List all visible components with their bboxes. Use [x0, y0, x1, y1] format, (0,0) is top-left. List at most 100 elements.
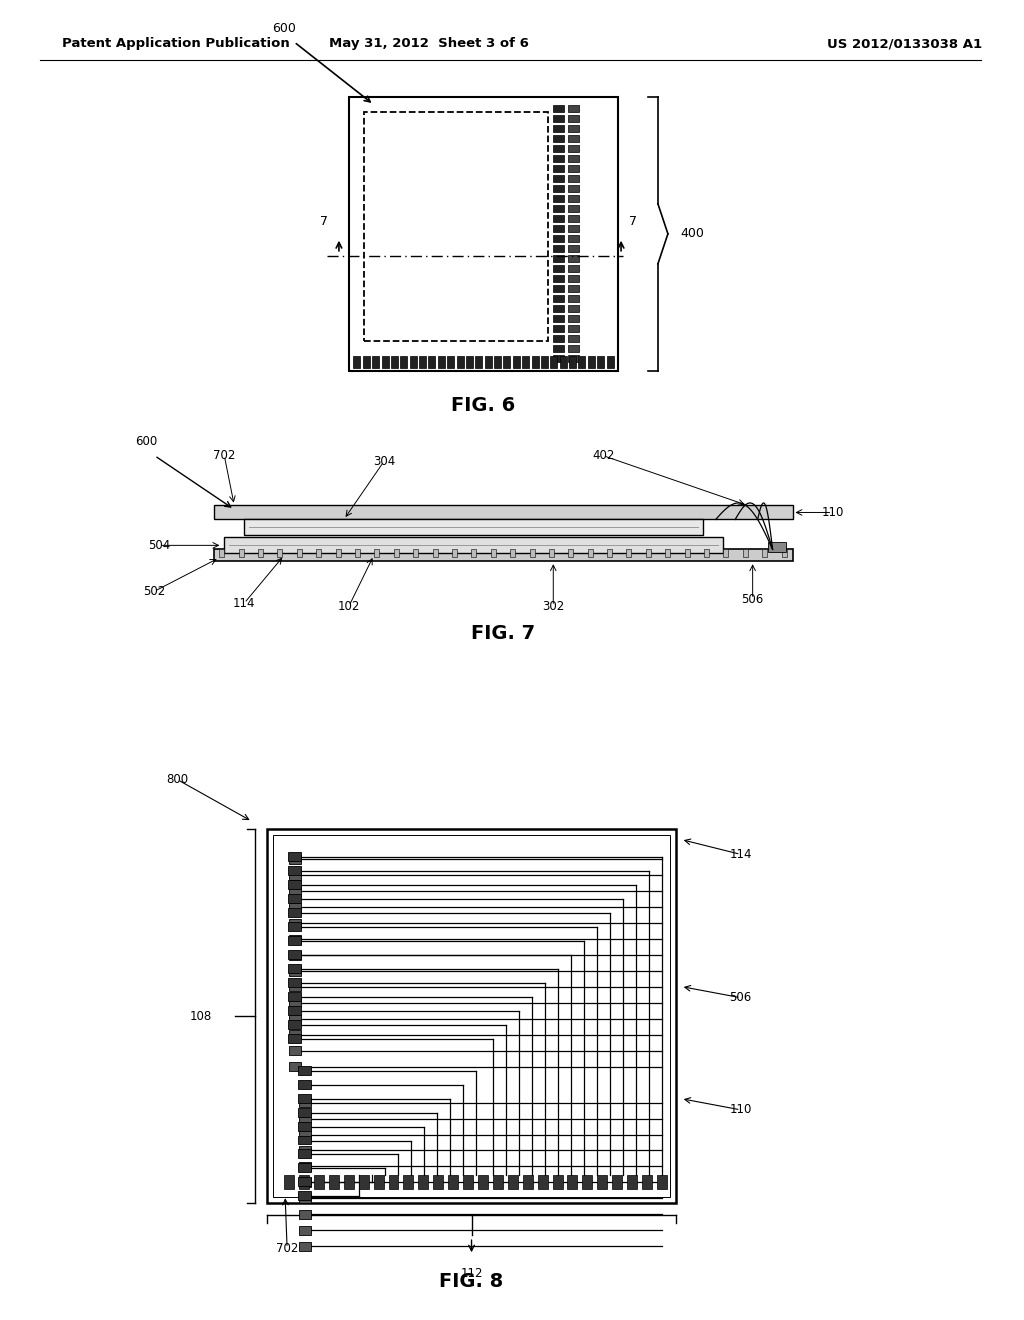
- Text: 110: 110: [821, 506, 844, 519]
- Bar: [475, 356, 482, 368]
- Bar: [289, 919, 301, 928]
- Bar: [612, 1175, 623, 1189]
- Bar: [568, 115, 580, 123]
- Bar: [762, 549, 767, 557]
- Text: 400: 400: [680, 227, 703, 240]
- Bar: [463, 1175, 473, 1189]
- Bar: [642, 1175, 652, 1189]
- Bar: [452, 549, 457, 557]
- Bar: [219, 549, 224, 557]
- Bar: [278, 549, 283, 557]
- Bar: [289, 1047, 301, 1055]
- Bar: [289, 871, 301, 880]
- Bar: [288, 991, 301, 1001]
- Bar: [768, 543, 785, 552]
- Bar: [567, 1175, 578, 1189]
- Bar: [358, 1175, 369, 1189]
- Bar: [239, 549, 244, 557]
- Bar: [568, 246, 580, 252]
- Bar: [568, 176, 580, 182]
- Bar: [568, 156, 580, 162]
- Bar: [529, 549, 535, 557]
- Bar: [432, 549, 437, 557]
- Bar: [510, 549, 515, 557]
- Bar: [531, 356, 539, 368]
- Bar: [568, 125, 580, 132]
- Bar: [298, 1192, 311, 1200]
- Text: 102: 102: [338, 599, 360, 612]
- Bar: [568, 206, 580, 213]
- Bar: [627, 1175, 637, 1189]
- Text: 800: 800: [166, 774, 188, 787]
- Text: 506: 506: [741, 593, 764, 606]
- Bar: [494, 356, 501, 368]
- Bar: [224, 537, 723, 553]
- Bar: [553, 206, 564, 213]
- Bar: [550, 356, 557, 368]
- Bar: [597, 356, 604, 368]
- Bar: [579, 356, 586, 368]
- Bar: [553, 135, 564, 143]
- Bar: [298, 1107, 311, 1117]
- Bar: [627, 549, 632, 557]
- Bar: [723, 549, 728, 557]
- Text: 108: 108: [189, 1010, 212, 1023]
- Bar: [289, 903, 301, 912]
- Bar: [553, 255, 564, 263]
- Bar: [553, 106, 564, 112]
- Text: 7: 7: [319, 215, 328, 228]
- Bar: [568, 326, 580, 333]
- Bar: [569, 356, 577, 368]
- Bar: [588, 549, 593, 557]
- Bar: [299, 1177, 311, 1187]
- Bar: [299, 1242, 311, 1250]
- Bar: [568, 296, 580, 302]
- Text: Patent Application Publication: Patent Application Publication: [61, 37, 290, 50]
- Bar: [388, 1175, 398, 1189]
- Bar: [289, 935, 301, 944]
- Bar: [288, 894, 301, 903]
- Bar: [553, 346, 564, 352]
- Bar: [299, 1193, 311, 1203]
- Bar: [466, 356, 473, 368]
- Bar: [553, 305, 564, 313]
- Bar: [553, 335, 564, 342]
- Bar: [457, 356, 464, 368]
- Bar: [553, 185, 564, 193]
- Bar: [553, 315, 564, 322]
- Text: 7: 7: [629, 215, 637, 228]
- Bar: [394, 549, 398, 557]
- Bar: [267, 829, 676, 1204]
- Bar: [289, 982, 301, 991]
- Bar: [403, 1175, 414, 1189]
- Bar: [493, 1175, 503, 1189]
- Bar: [438, 356, 444, 368]
- Bar: [289, 887, 301, 896]
- Bar: [560, 356, 566, 368]
- Bar: [666, 549, 671, 557]
- Bar: [329, 1175, 339, 1189]
- Bar: [705, 549, 709, 557]
- Bar: [583, 1175, 592, 1189]
- Bar: [288, 964, 301, 973]
- Bar: [288, 978, 301, 987]
- Bar: [541, 356, 548, 368]
- Bar: [553, 145, 564, 152]
- Bar: [374, 1175, 384, 1189]
- Bar: [245, 520, 702, 536]
- Bar: [607, 549, 612, 557]
- Bar: [508, 1175, 518, 1189]
- Bar: [299, 1226, 311, 1234]
- Bar: [568, 185, 580, 193]
- Bar: [289, 855, 301, 863]
- Bar: [553, 235, 564, 243]
- Bar: [538, 1175, 548, 1189]
- Bar: [433, 1175, 443, 1189]
- Bar: [289, 1031, 301, 1039]
- Bar: [372, 356, 379, 368]
- Bar: [742, 549, 748, 557]
- Bar: [568, 285, 580, 292]
- Bar: [299, 1130, 311, 1139]
- Text: 506: 506: [729, 991, 752, 1005]
- Bar: [353, 356, 360, 368]
